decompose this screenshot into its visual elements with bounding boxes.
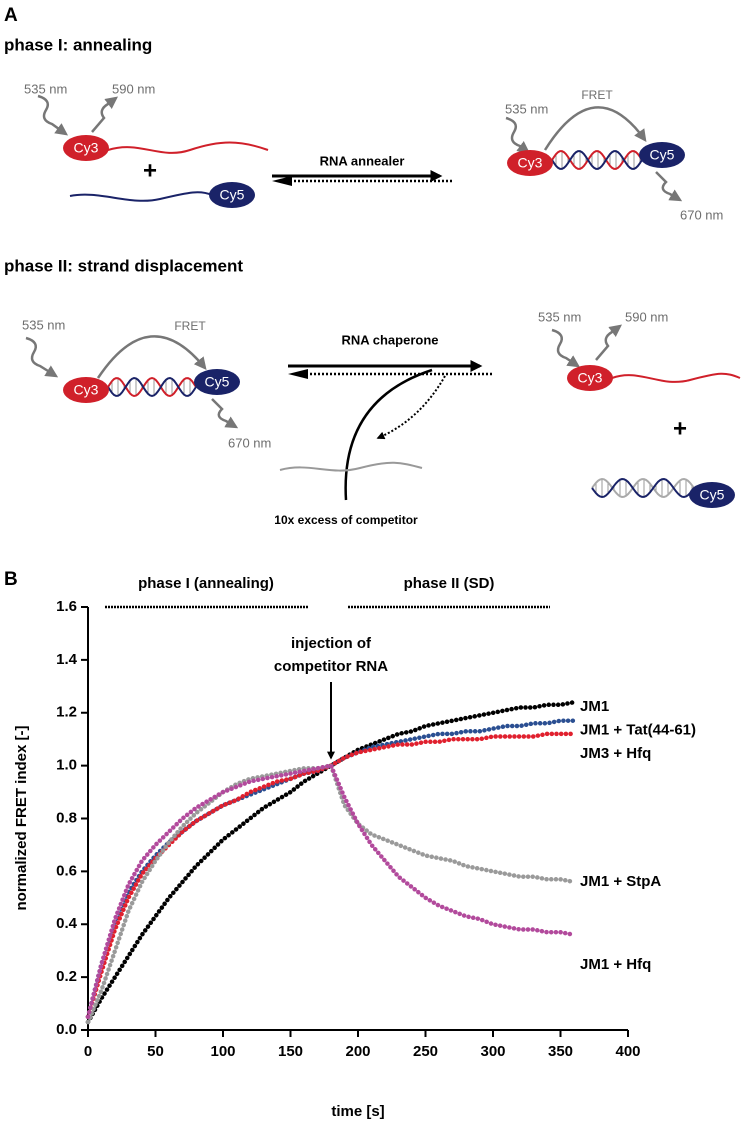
y-tick-label: 1.2: [56, 704, 77, 721]
x-tick-label: 300: [480, 1043, 505, 1060]
competitor-arrow: [344, 368, 433, 501]
dye-label: Cy3: [518, 155, 543, 171]
wavelength: 670 nm: [680, 207, 723, 222]
x-tick-label: 150: [278, 1043, 303, 1060]
competitor-label: 10x excess of competitor: [274, 513, 418, 527]
release-arrow: [376, 375, 446, 440]
wavelength: 590 nm: [625, 309, 668, 324]
x-tick-label: 400: [615, 1043, 640, 1060]
phase-label: phase I (annealing): [138, 575, 274, 592]
excitation-arrow: [25, 336, 59, 378]
wavelength: 535 nm: [22, 317, 65, 332]
plus: +: [143, 157, 157, 184]
phase-label: phase II (SD): [404, 575, 495, 592]
emission-arrow: [655, 171, 683, 202]
dye-label: Cy3: [74, 140, 99, 156]
series-label: JM3 + Hfq: [580, 745, 651, 762]
y-tick-label: 0.0: [56, 1021, 77, 1038]
y-axis-label: normalized FRET index [-]: [13, 725, 30, 910]
y-tick-label: 0.6: [56, 862, 77, 879]
annotation: injection of: [291, 635, 372, 652]
excitation-arrow: [505, 116, 530, 154]
helix-strand: [551, 150, 643, 170]
rna-strand: [611, 372, 741, 383]
fret-label: FRET: [174, 319, 206, 333]
x-tick-label: 0: [84, 1043, 92, 1060]
cy5-dye: [194, 369, 240, 395]
helix-strand: [107, 376, 197, 398]
double-helix: [591, 477, 695, 499]
dye-label: Cy3: [578, 370, 603, 386]
wavelength: 535 nm: [24, 81, 67, 96]
x-tick-label: 350: [548, 1043, 573, 1060]
excitation-arrow: [551, 328, 581, 368]
plus: +: [673, 415, 687, 442]
series-label: JM1 + Tat(44-61): [580, 722, 696, 739]
y-tick-label: 0.8: [56, 809, 77, 826]
series-label: JM1 + StpA: [580, 873, 661, 890]
cy3-dye: [63, 135, 109, 161]
rna-strand: [107, 141, 269, 154]
helix-strand: [551, 150, 643, 170]
series-line: [85, 763, 577, 1020]
phase-title: phase II: strand displacement: [4, 256, 243, 275]
helix-strand: [591, 477, 695, 499]
dye-label: Cy5: [700, 487, 725, 503]
series-line: [85, 731, 577, 1020]
arrow-head: [288, 369, 308, 379]
x-tick-label: 200: [345, 1043, 370, 1060]
x-tick-label: 250: [413, 1043, 438, 1060]
diagram-panel: A phase I: annealing 535 nm 590 nm Cy3 +…: [4, 5, 741, 527]
y-tick-label: 0.4: [56, 915, 78, 932]
arrow-head: [272, 176, 292, 186]
emission-arrow: [91, 96, 118, 133]
fret-arrow: [96, 335, 207, 379]
excitation-arrow: [37, 94, 69, 136]
wavelength: 670 nm: [228, 435, 271, 450]
competitor-strand: [279, 461, 423, 472]
panel-label: A: [4, 5, 18, 26]
dye-label: Cy5: [220, 187, 245, 203]
cy5-dye: [209, 182, 255, 208]
dye-label: Cy3: [74, 382, 99, 398]
x-axis-label: time [s]: [331, 1103, 384, 1120]
phase-title: phase I: annealing: [4, 35, 152, 54]
cy3-dye: [507, 150, 553, 176]
y-tick-label: 1.4: [56, 651, 78, 668]
rna-strand: [69, 191, 213, 202]
arrow-label: RNA annealer: [320, 153, 405, 168]
y-tick-label: 1.0: [56, 757, 77, 774]
wavelength: 590 nm: [112, 81, 155, 96]
chart-panel: B time [s] normalized FRET index [-] pha…: [4, 569, 696, 1120]
panel-label: B: [4, 569, 18, 590]
cy5-dye: [689, 482, 735, 508]
annotation: competitor RNA: [274, 658, 388, 675]
emission-arrow: [595, 324, 622, 361]
y-tick-label: 1.6: [56, 598, 77, 615]
y-tick-label: 0.2: [56, 968, 77, 985]
dye-label: Cy5: [205, 374, 230, 390]
arrow-label: RNA chaperone: [341, 332, 438, 347]
helix-strand: [591, 477, 695, 499]
wavelength: 535 nm: [505, 101, 548, 116]
x-tick-label: 50: [147, 1043, 164, 1060]
emission-arrow: [211, 398, 239, 429]
wavelength: 535 nm: [538, 309, 581, 324]
cy5-dye: [639, 142, 685, 168]
cy3-dye: [63, 377, 109, 403]
series-label: JM1 + Hfq: [580, 956, 651, 973]
fret-arrow: [543, 106, 647, 151]
double-helix: [551, 150, 643, 170]
cy3-dye: [567, 365, 613, 391]
x-tick-label: 100: [210, 1043, 235, 1060]
double-helix: [107, 376, 197, 398]
helix-strand: [107, 376, 197, 398]
series-line: [85, 763, 577, 1025]
dye-label: Cy5: [650, 147, 675, 163]
fret-label: FRET: [581, 88, 613, 102]
series-label: JM1: [580, 698, 609, 715]
